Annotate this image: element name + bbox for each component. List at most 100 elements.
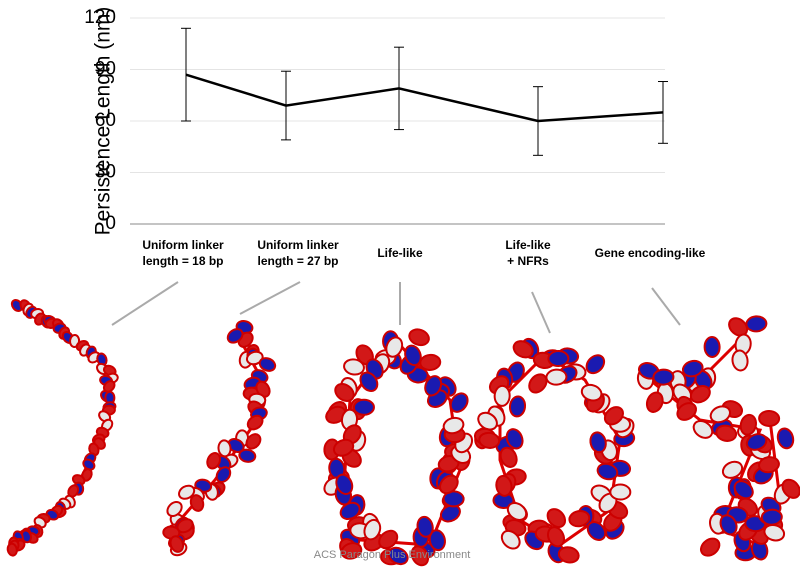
- nucleosome: [776, 427, 795, 450]
- nucleosome: [442, 416, 465, 435]
- x-tick-label: Uniform linker length = 27 bp: [257, 238, 339, 268]
- nucleosome: [178, 484, 196, 500]
- nucleosome: [325, 405, 347, 424]
- nucleosome: [255, 380, 271, 398]
- nucleosome: [189, 494, 205, 512]
- y-tick-label: 30: [95, 162, 116, 183]
- y-tick-label: 60: [95, 110, 116, 131]
- connector: [531, 291, 551, 334]
- nucleosome: [763, 523, 786, 542]
- data-line: [185, 73, 664, 123]
- nucleosome: [709, 405, 731, 424]
- nucleosome: [580, 383, 603, 402]
- nucleosome: [546, 508, 567, 529]
- nucleosome: [245, 350, 264, 366]
- nucleosome: [424, 375, 443, 397]
- nucleosome: [681, 359, 704, 378]
- nucleosome: [245, 433, 262, 450]
- nucleosome: [169, 535, 185, 553]
- nucleosome: [410, 545, 430, 567]
- nucleosome: [596, 462, 619, 481]
- nucleosome: [745, 433, 768, 451]
- nucleosome: [495, 474, 513, 497]
- nucleosome: [512, 340, 534, 359]
- nucleosome: [226, 328, 244, 344]
- nucleosome: [745, 315, 768, 333]
- y-tick-label: 0: [105, 213, 116, 234]
- nucleosome: [408, 328, 430, 347]
- nucleosome: [760, 508, 783, 526]
- nucleosome: [758, 409, 781, 427]
- nucleosome: [500, 529, 521, 550]
- connector: [111, 281, 179, 326]
- nucleosome: [676, 402, 697, 421]
- nucleosome: [332, 438, 355, 457]
- nucleosome: [359, 371, 379, 393]
- nucleosome: [363, 518, 382, 541]
- x-tick-label: Gene encoding-like: [594, 246, 706, 260]
- y-axis-title: Persistence Length (nm): [92, 7, 115, 236]
- nucleosome: [6, 542, 18, 557]
- nucleosome: [689, 385, 711, 404]
- nucleosome: [404, 344, 422, 367]
- nucleosome: [528, 373, 548, 394]
- nucleosome: [568, 510, 591, 528]
- nucleosome: [586, 521, 607, 541]
- nucleosome: [439, 504, 461, 523]
- nucleosome: [589, 431, 607, 454]
- nucleosome: [166, 500, 183, 518]
- nucleosome: [781, 478, 800, 499]
- nucleosome: [505, 428, 524, 450]
- nucleosome: [477, 411, 498, 431]
- nucleosome: [728, 317, 749, 337]
- connector: [239, 281, 301, 315]
- y-tick-label: 90: [95, 59, 116, 80]
- nucleosome: [692, 420, 714, 439]
- nucleosome: [238, 448, 257, 463]
- nucleosome: [547, 526, 565, 548]
- nucleosome: [385, 336, 404, 358]
- nucleosome: [439, 474, 459, 495]
- nucleosome: [603, 406, 624, 426]
- nucleosome: [609, 483, 632, 501]
- nucleosome: [378, 529, 399, 550]
- nucleosome: [217, 439, 232, 458]
- watermark: ACS Paragon Plus Environment: [314, 549, 471, 561]
- nucleosome: [428, 529, 446, 552]
- nucleosome: [731, 349, 749, 372]
- y-tick-label: 120: [84, 7, 116, 28]
- nucleosome: [547, 350, 570, 368]
- nucleosome: [343, 358, 365, 376]
- nucleosome: [82, 458, 96, 471]
- nucleosome: [493, 384, 511, 407]
- nucleosome: [545, 368, 568, 386]
- molecule-renderings: [6, 281, 800, 567]
- nucleosome: [715, 424, 738, 442]
- nucleosome: [335, 473, 354, 495]
- x-tick-label: Uniform linker length = 18 bp: [142, 238, 224, 268]
- nucleosome: [339, 501, 361, 521]
- nucleosome: [508, 395, 527, 418]
- x-tick-label: Life-like: [377, 246, 423, 260]
- nucleosome: [719, 514, 738, 536]
- nucleosome: [419, 353, 442, 371]
- nucleosome: [506, 502, 528, 521]
- nucleosome: [340, 542, 363, 560]
- x-tick-label: Life-like + NFRs: [505, 238, 551, 268]
- nucleosome: [758, 456, 780, 474]
- nucleosome: [700, 537, 721, 557]
- nucleosome: [703, 335, 721, 358]
- nucleosome: [215, 466, 232, 484]
- nucleosome: [387, 546, 409, 566]
- nucleosome: [585, 354, 606, 375]
- nucleosome: [499, 446, 518, 468]
- nucleosome: [739, 413, 757, 436]
- nucleosome: [557, 546, 580, 564]
- nucleosome: [246, 414, 264, 431]
- nucleosome: [449, 392, 469, 413]
- nucleosome: [416, 515, 434, 538]
- nucleosome: [645, 391, 664, 413]
- connector: [651, 287, 681, 326]
